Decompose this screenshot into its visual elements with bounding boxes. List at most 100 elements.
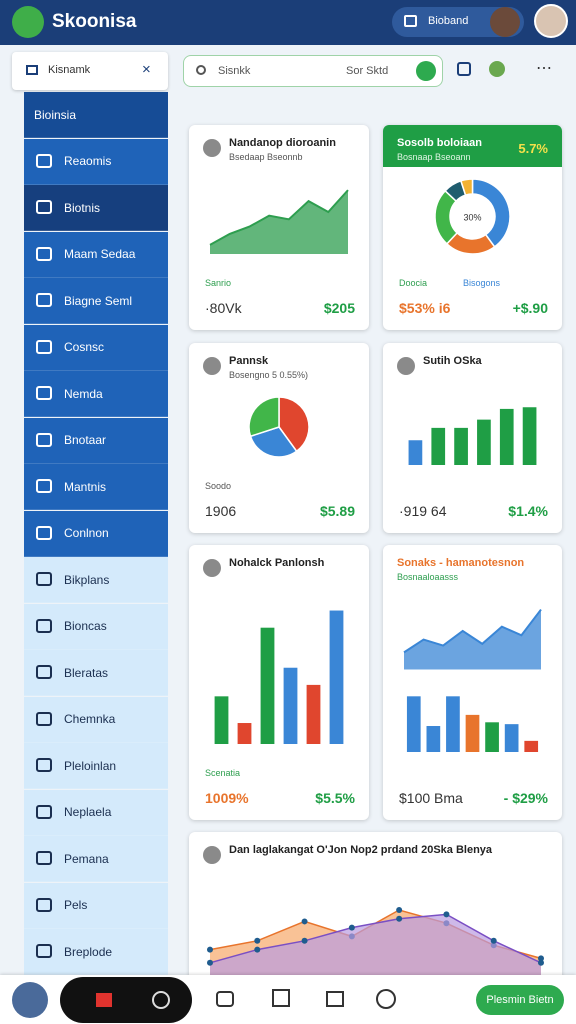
menu-label: Bnotaar (64, 433, 107, 447)
bar (214, 696, 229, 744)
menu-label: Conlnon (64, 526, 109, 540)
menu-item[interactable]: Pemana (24, 836, 168, 882)
footer-label: $100 Bma (399, 790, 463, 806)
footer-value: - $29% (503, 790, 548, 806)
footer-label: 1009% (205, 790, 249, 806)
action-button[interactable]: Plesmin Bietn (476, 985, 564, 1015)
bar (477, 419, 491, 465)
menu-icon (36, 432, 52, 447)
footer-value: $205 (323, 300, 355, 316)
avatar (203, 846, 221, 864)
point (396, 907, 403, 913)
menu-icon (36, 200, 52, 214)
home-icon[interactable] (457, 62, 471, 76)
menu-label: Bikplans (64, 572, 110, 587)
point (396, 915, 403, 922)
menu-label: Bioinsia (34, 107, 77, 122)
menu-icon (36, 246, 52, 261)
search-icon (26, 65, 38, 75)
slice (248, 396, 280, 438)
card-title: Sutih OSka (423, 355, 482, 367)
card-title: Nohalck Panlonsh (229, 557, 325, 569)
more-icon[interactable]: ⋯ (536, 60, 552, 77)
menu-item[interactable]: Bioinsia (24, 92, 168, 138)
sidebar-search[interactable]: Kisnamk × (12, 52, 168, 90)
avatar (397, 357, 415, 375)
card: Nandanop dioroanin Bsedaap Bseonnb Sanrio ·… (189, 125, 369, 330)
chart (209, 189, 349, 254)
menu-item[interactable]: Pleloinlan (24, 743, 168, 789)
footer-value: $5.89 (319, 503, 355, 519)
menu-icon (36, 897, 52, 912)
point (207, 946, 213, 953)
footer-label: 1906 (205, 503, 237, 519)
card-subtitle: Bosnaap Bseoann (397, 152, 471, 162)
avatar (203, 357, 221, 375)
menu-item[interactable]: Bioncas (24, 603, 168, 650)
menu-icon (36, 711, 52, 726)
menu-item[interactable]: Nemda (24, 371, 168, 417)
account-button[interactable]: Bioband (392, 7, 524, 37)
point (207, 959, 213, 966)
menu-item[interactable]: Conlnon (24, 510, 168, 557)
menu-item[interactable]: Reaomis (24, 138, 168, 185)
legend-label: Scenatia (205, 768, 241, 778)
menu-item[interactable]: Biotnis (24, 185, 168, 231)
card: Nohalck Panlonsh Scenatia 1009% $5.5% (189, 545, 369, 820)
menu-item[interactable]: Mantnis (24, 464, 168, 510)
menu-item[interactable]: Pels (24, 882, 168, 929)
menu-item[interactable]: Bikplans (24, 557, 168, 603)
point (348, 924, 355, 931)
card-title: Sonaks - hamanotesnon (397, 557, 525, 569)
nav-button[interactable] (272, 989, 290, 1007)
card-title: Dan laglakangat O'Jon Nop2 prdand 20Ska … (229, 844, 493, 856)
nav-pill (60, 977, 192, 1023)
bar (283, 667, 298, 744)
menu-item[interactable]: Bnotaar (24, 417, 168, 464)
legend-label: Soodo (205, 481, 232, 491)
menu-item[interactable]: Maam Sedaa (24, 231, 168, 278)
menu-label: Mantnis (64, 479, 107, 494)
line (209, 189, 349, 246)
close-icon[interactable]: × (142, 61, 151, 78)
search-bar[interactable]: Sisnkk Sor Sktd (183, 55, 443, 87)
menu-label: Bleratas (64, 665, 109, 680)
chart (408, 407, 537, 465)
menu-icon (36, 665, 52, 679)
menu-item[interactable]: Neplaela (24, 789, 168, 836)
search-text: Kisnamk (48, 64, 91, 76)
point (301, 937, 308, 944)
avatar (203, 559, 221, 577)
nav-button[interactable] (326, 991, 344, 1007)
avatar[interactable] (534, 4, 568, 38)
chart (207, 907, 544, 982)
avatar[interactable] (490, 7, 520, 37)
nav-button[interactable] (152, 991, 170, 1009)
menu-icon (36, 758, 52, 772)
menu-item[interactable]: Cosnsc (24, 324, 168, 371)
card: Sonaks - hamanotesnon Bosnaaloaasss $100 B… (383, 545, 562, 820)
card: Pannsk Bosengno 5 0.55%) Soodo 1906 $5.89 (189, 343, 369, 533)
menu-item[interactable]: Breplode (24, 929, 168, 975)
menu-label: Reaomis (64, 154, 112, 168)
menu-icon (36, 386, 52, 400)
nav-button[interactable] (216, 991, 234, 1007)
bar (485, 722, 499, 752)
search-placeholder: Sisnkk (218, 65, 251, 77)
menu-item[interactable]: Biagne Seml (24, 278, 168, 324)
avatar[interactable] (12, 982, 48, 1018)
nav-button[interactable] (376, 989, 396, 1009)
footer-label: $53% i6 (399, 300, 451, 316)
menu-item[interactable]: Bleratas (24, 650, 168, 696)
home-button[interactable] (96, 993, 112, 1007)
chart: 30% (434, 178, 511, 255)
notification-icon[interactable] (489, 61, 505, 77)
card-title: Nandanop dioroanin (229, 137, 336, 149)
menu-item[interactable]: Chemnka (24, 696, 168, 743)
bottom-bar: Plesmin Bietn (0, 975, 576, 1024)
menu-label: Nemda (64, 386, 103, 401)
menu-icon (36, 804, 52, 819)
search-hint: Sor Sktd (346, 65, 389, 77)
menu-icon (36, 153, 52, 168)
go-button[interactable] (416, 61, 436, 81)
